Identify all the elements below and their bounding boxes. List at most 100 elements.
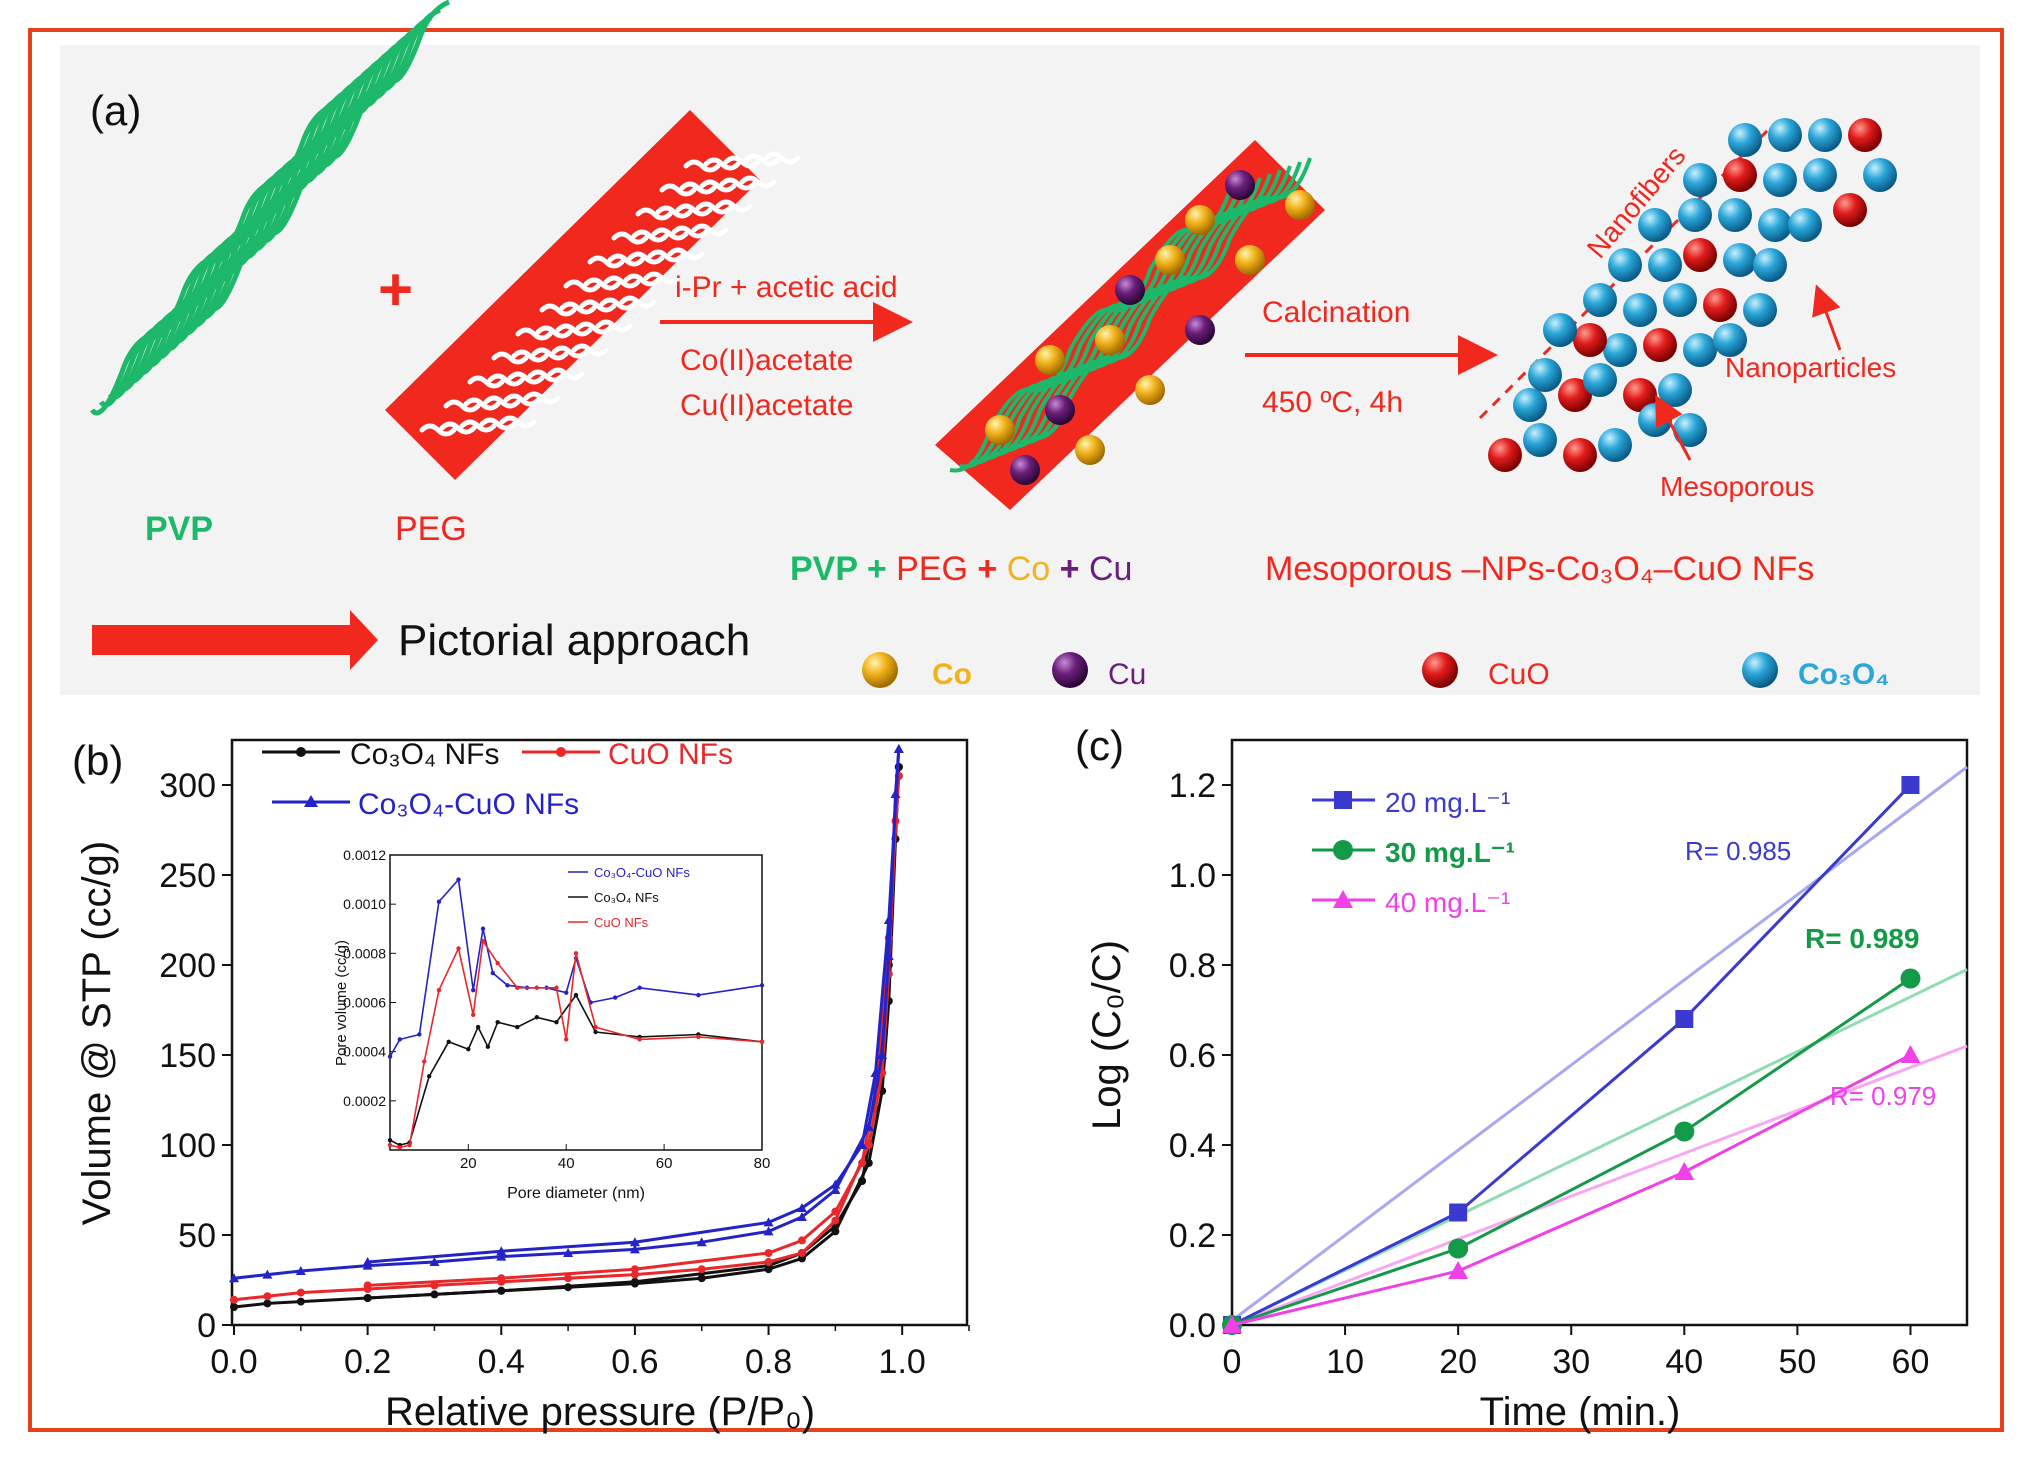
peg-wave	[691, 223, 729, 237]
legend-co3o4-label: Co₃O₄	[1798, 658, 1890, 691]
chart-c-fit-line	[1231, 765, 1968, 1322]
inset-point	[759, 983, 765, 988]
chart-b-point	[296, 1297, 305, 1306]
inset-xtick-label: 60	[656, 1155, 673, 1172]
inset-point	[564, 1037, 569, 1042]
inset-point	[490, 970, 495, 976]
chart-b-point	[858, 1177, 867, 1185]
chart-c-xtick-label: 0	[1223, 1343, 1242, 1381]
chart-b-point	[363, 1281, 372, 1290]
cu-particle	[1185, 315, 1215, 345]
chart-c-point	[1448, 1238, 1469, 1259]
chart-b-point	[296, 1288, 305, 1297]
peg-wave	[683, 159, 721, 173]
legend-co3o4-sphere	[1742, 652, 1778, 688]
peg-wave	[563, 279, 601, 293]
inset-ytick-label: 0.0008	[343, 945, 386, 961]
co3o4-particle	[1528, 358, 1562, 392]
cu-particle	[1225, 170, 1255, 200]
product-label: Mesoporous –NPs-Co₃O₄–CuO NFs	[1265, 550, 1814, 588]
peg-wave	[675, 203, 713, 217]
peg-wave	[479, 417, 517, 431]
chart-b-point	[697, 1265, 706, 1274]
chart-b-point	[630, 1265, 639, 1274]
chart-b-xtick-label: 0.2	[344, 1343, 391, 1381]
composite-label: PVP + PEG + Co + Cu	[790, 550, 1132, 588]
calcination-condition: 450 ºC, 4h	[1262, 386, 1403, 419]
co-particle	[985, 415, 1015, 445]
plus-sign: +	[378, 256, 413, 323]
peg-wave	[679, 181, 717, 195]
peg-wave	[671, 225, 709, 239]
co3o4-particle	[1663, 283, 1697, 317]
chart-c-xtick-label: 30	[1552, 1343, 1590, 1381]
chart-b-ytick-label: 50	[178, 1217, 216, 1255]
inset-point	[637, 1037, 642, 1042]
co3o4-particle	[1583, 283, 1617, 317]
inset-point	[466, 1047, 471, 1052]
co-particle	[1135, 375, 1165, 405]
co3o4-particle	[1683, 163, 1717, 197]
inset-series-line	[389, 938, 763, 1149]
peg-wave	[647, 249, 685, 263]
chart-b-xtick-label: 0.6	[611, 1343, 658, 1381]
inset-point	[515, 985, 520, 990]
inset-point	[612, 995, 618, 1000]
peg-wave	[703, 157, 741, 171]
cuo-particle	[1643, 328, 1677, 362]
mesoporous-label: Mesoporous	[1660, 471, 1814, 502]
co3o4-particle	[1543, 313, 1577, 347]
chart-b-point	[797, 1249, 806, 1257]
chart-b-ytick-label: 100	[159, 1127, 216, 1165]
pvp-fiber	[206, 0, 451, 312]
chart-b-point	[630, 1277, 639, 1286]
chart-b-point	[263, 1292, 272, 1301]
peg-wave	[491, 351, 529, 365]
peg-wave	[523, 391, 561, 405]
peg-wave	[547, 367, 585, 381]
chart-c-ytick-label: 0.8	[1169, 947, 1216, 985]
peg-wave	[587, 255, 625, 269]
chart-b-point	[857, 1140, 868, 1149]
pvp-label: PVP	[145, 510, 213, 548]
chart-c-point	[1900, 968, 1921, 989]
panel-a: (a) PVP + PEG i-Pr + acetic acid Co(II)a…	[89, 0, 1897, 691]
chart-b-xlabel: Relative pressure (P/P₀)	[385, 1390, 815, 1434]
inset-point	[495, 1019, 500, 1025]
co3o4-particle	[1768, 118, 1802, 152]
inset-ytick-label: 0.0006	[343, 995, 386, 1011]
inset-point	[475, 1024, 481, 1030]
panel-b-label: (b)	[72, 737, 123, 784]
co-particle	[1235, 245, 1265, 275]
cuo-particle	[1623, 378, 1657, 412]
cuo-particle	[1848, 118, 1882, 152]
peg-wave	[499, 415, 537, 429]
inset-point	[480, 926, 486, 931]
peg-wave	[699, 179, 737, 193]
cuo-particle	[1683, 238, 1717, 272]
r-value-40: R= 0.979	[1830, 1081, 1936, 1111]
co-particle	[1095, 325, 1125, 355]
co3o4-particle	[1603, 333, 1637, 367]
chart-c-series-line	[1231, 783, 1912, 1327]
composite-fiber-block	[935, 140, 1325, 510]
legend-c-2: 40 mg.L⁻¹	[1385, 887, 1510, 918]
peg-wave	[483, 395, 521, 409]
mesoporous-pointer	[1655, 394, 1692, 461]
arrow1-bottom-label-1: Co(II)acetate	[680, 344, 853, 377]
co3o4-particle	[1598, 428, 1632, 462]
arrow1-bottom-label-2: Cu(II)acetate	[680, 389, 853, 422]
chart-b-point	[230, 1295, 238, 1304]
legend-c-0: 20 mg.L⁻¹	[1385, 787, 1510, 818]
co3o4-particle	[1638, 208, 1672, 242]
chart-b-ytick-label: 300	[159, 767, 216, 805]
legend-b-2: Co₃O₄-CuO NFs	[358, 788, 579, 821]
cuo-particle	[1703, 288, 1737, 322]
peg-wave	[511, 349, 549, 363]
inset-ytick-label: 0.0004	[343, 1044, 386, 1060]
chart-c-legend: 20 mg.L⁻¹ 30 mg.L⁻¹ 40 mg.L⁻¹	[1312, 787, 1515, 918]
co3o4-particle	[1673, 413, 1707, 447]
inset-point	[480, 938, 486, 944]
co3o4-particle	[1608, 248, 1642, 282]
chart-b-point	[697, 1274, 706, 1283]
